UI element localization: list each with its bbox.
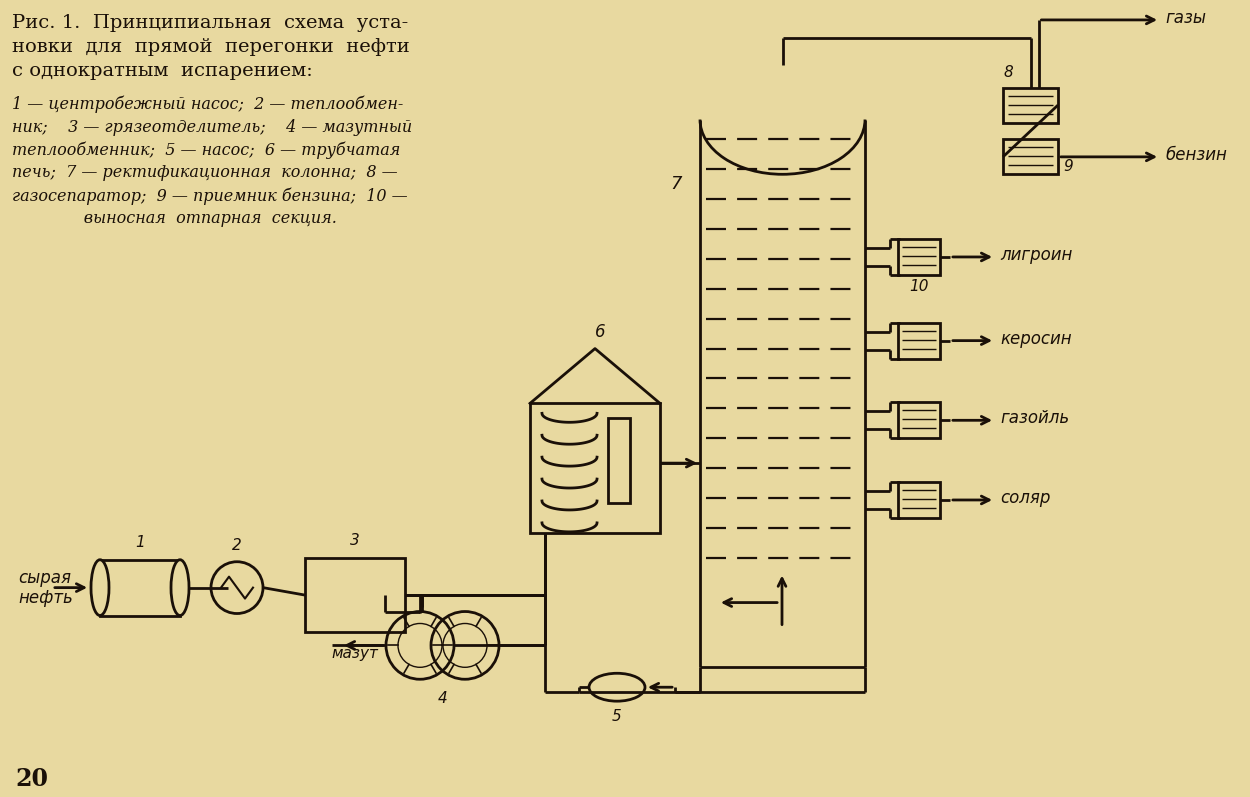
Text: 10: 10 bbox=[909, 279, 929, 294]
Text: бензин: бензин bbox=[1165, 146, 1228, 164]
Bar bbox=[608, 418, 630, 503]
Text: 7: 7 bbox=[670, 175, 682, 193]
Text: газойль: газойль bbox=[1000, 410, 1069, 427]
Text: керосин: керосин bbox=[1000, 330, 1071, 347]
Text: 3: 3 bbox=[350, 532, 360, 548]
Text: 6: 6 bbox=[595, 323, 605, 340]
Text: 8: 8 bbox=[1003, 65, 1013, 80]
Text: газосепаратор;  9 — приемник бензина;  10 —: газосепаратор; 9 — приемник бензина; 10 … bbox=[12, 187, 408, 205]
Text: 9: 9 bbox=[1062, 159, 1072, 175]
Bar bbox=[898, 482, 940, 518]
Text: 1: 1 bbox=[135, 535, 145, 550]
Ellipse shape bbox=[91, 559, 109, 615]
Text: 20: 20 bbox=[15, 767, 48, 791]
Text: мазут: мазут bbox=[331, 646, 378, 661]
Text: ник;    3 — грязеотделитель;    4 — мазутный: ник; 3 — грязеотделитель; 4 — мазутный bbox=[12, 119, 412, 135]
Text: Рис. 1.  Принципиальная  схема  уста-: Рис. 1. Принципиальная схема уста- bbox=[12, 14, 409, 32]
Text: 5: 5 bbox=[612, 709, 622, 724]
Text: с однократным  испарением:: с однократным испарением: bbox=[12, 61, 312, 80]
Text: лигроин: лигроин bbox=[1000, 246, 1072, 264]
Bar bbox=[1003, 139, 1058, 175]
Bar bbox=[305, 558, 405, 633]
Bar bbox=[898, 323, 940, 359]
Ellipse shape bbox=[171, 559, 189, 615]
Text: сырая: сырая bbox=[18, 569, 71, 587]
Text: газы: газы bbox=[1165, 9, 1206, 27]
Bar bbox=[898, 402, 940, 438]
Text: нефть: нефть bbox=[18, 588, 72, 607]
Text: соляр: соляр bbox=[1000, 489, 1050, 507]
Text: новки  для  прямой  перегонки  нефти: новки для прямой перегонки нефти bbox=[12, 37, 410, 56]
Bar bbox=[100, 559, 180, 615]
Text: теплообменник;  5 — насос;  6 — трубчатая: теплообменник; 5 — насос; 6 — трубчатая bbox=[12, 141, 400, 159]
Bar bbox=[530, 403, 660, 533]
Text: печь;  7 — ректификационная  колонна;  8 —: печь; 7 — ректификационная колонна; 8 — bbox=[12, 164, 398, 182]
Ellipse shape bbox=[589, 673, 645, 701]
Bar bbox=[898, 239, 940, 275]
Text: выносная  отпарная  секция.: выносная отпарная секция. bbox=[12, 210, 338, 227]
Text: 1 — центробежный насос;  2 — теплообмен-: 1 — центробежный насос; 2 — теплообмен- bbox=[12, 96, 404, 113]
Text: 2: 2 bbox=[232, 538, 242, 553]
Bar bbox=[1003, 88, 1058, 123]
Text: 4: 4 bbox=[438, 691, 448, 706]
